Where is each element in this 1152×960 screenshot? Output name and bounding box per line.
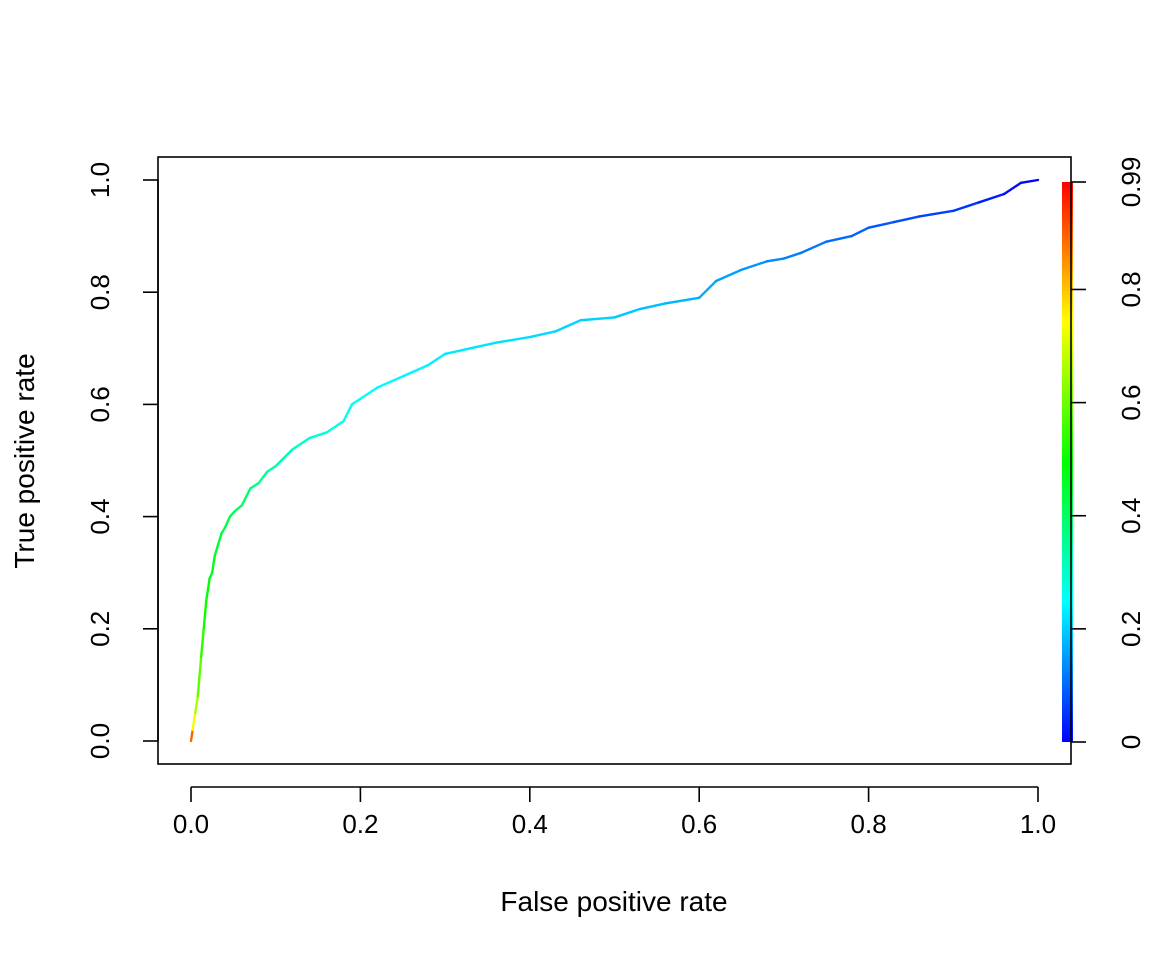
colorbar-gradient [1062, 182, 1073, 742]
colorbar-tick-label: 0.2 [1116, 611, 1146, 647]
y-tick-label: 0.8 [85, 274, 115, 310]
x-tick-label: 0.6 [681, 809, 717, 839]
colorbar-tick-label: 0.4 [1116, 498, 1146, 534]
roc-curve-segment [401, 363, 430, 378]
roc-curve-segment [892, 215, 921, 224]
roc-curve-segment [342, 403, 354, 423]
roc-curve-segment [554, 319, 582, 333]
plot-frame [157, 156, 1072, 765]
roc-curve-segment [376, 375, 404, 389]
roc-curve-segment [698, 279, 718, 300]
roc-curve-segment [249, 481, 260, 490]
y-tick-label: 0.6 [85, 386, 115, 422]
roc-curve-segment [528, 330, 557, 339]
x-tick-label: 0.0 [173, 809, 209, 839]
roc-curve-segment [469, 341, 498, 350]
roc-curve-segment [638, 302, 667, 311]
x-tick-label: 0.4 [512, 809, 548, 839]
roc-curve-segment [918, 209, 955, 218]
roc-curve-segment [740, 260, 769, 271]
roc-curve-segment [850, 226, 870, 238]
x-tick-label: 1.0 [1020, 809, 1056, 839]
colorbar-tick-label: 0 [1116, 735, 1146, 749]
roc-curve-segment [325, 420, 345, 434]
roc-curve-segment [977, 192, 1006, 204]
y-tick-label: 1.0 [85, 162, 115, 198]
roc-curve [189, 178, 1040, 743]
x-tick-label: 0.2 [342, 809, 378, 839]
roc-curve-segment [202, 599, 208, 630]
roc-curve-segment [952, 201, 980, 213]
roc-curve-segment [199, 627, 205, 659]
roc-curve-segment [233, 504, 244, 513]
y-axis-title: True positive rate [9, 353, 40, 568]
y-tick-label: 0.2 [85, 611, 115, 647]
roc-curve-segment [359, 386, 379, 400]
roc-curve-segment [579, 316, 616, 322]
y-tick-label: 0.4 [85, 499, 115, 535]
roc-curve-segment [223, 515, 232, 530]
roc-curve-segment [205, 577, 211, 602]
x-axis-title: False positive rate [500, 886, 727, 917]
roc-curve-segment [765, 257, 786, 263]
x-tick-label: 0.8 [851, 809, 887, 839]
roc-curve-segment [210, 554, 216, 574]
roc-curve-segment [196, 655, 203, 698]
y-axis: 0.0 0.2 0.4 0.6 0.8 1.0 [85, 162, 159, 759]
roc-curve-segment [274, 448, 294, 468]
colorbar-tick-label: 0.8 [1116, 271, 1146, 307]
roc-curve-segment [213, 543, 220, 558]
colorbar: 0 0.2 0.4 0.6 0.8 0.99 [1062, 157, 1146, 749]
roc-curve-segment [291, 436, 311, 451]
roc-curve-segment [426, 352, 447, 367]
roc-curve-segment [308, 431, 328, 440]
roc-curve-segment [799, 240, 828, 255]
colorbar-tick-label: 0.99 [1116, 157, 1146, 208]
roc-curve-segment [867, 220, 896, 229]
roc-curve-segment [191, 711, 197, 731]
roc-curve-segment [714, 268, 743, 283]
roc-curve-segment [266, 464, 277, 473]
roc-curve-segment [257, 470, 269, 485]
roc-curve-segment [240, 487, 252, 507]
roc-curve-segment [494, 335, 531, 344]
roc-curve-segment [189, 728, 194, 743]
roc-curve-segment [1002, 181, 1023, 196]
roc-curve-segment [443, 347, 472, 356]
roc-curve-segment [782, 251, 803, 260]
colorbar-tick-label: 0.6 [1116, 385, 1146, 421]
roc-curve-segment [228, 509, 237, 518]
x-axis: 0.0 0.2 0.4 0.6 0.8 1.0 [173, 786, 1056, 839]
roc-curve-segment [216, 532, 223, 546]
roc-curve-segment [825, 234, 853, 243]
roc-curve-segment [1019, 178, 1040, 185]
roc-curve-segment [613, 307, 642, 319]
roc-curve-segment [664, 296, 701, 305]
roc-curve-segment [194, 694, 199, 715]
roc-curve-segment [350, 397, 362, 406]
y-tick-label: 0.0 [85, 723, 115, 759]
